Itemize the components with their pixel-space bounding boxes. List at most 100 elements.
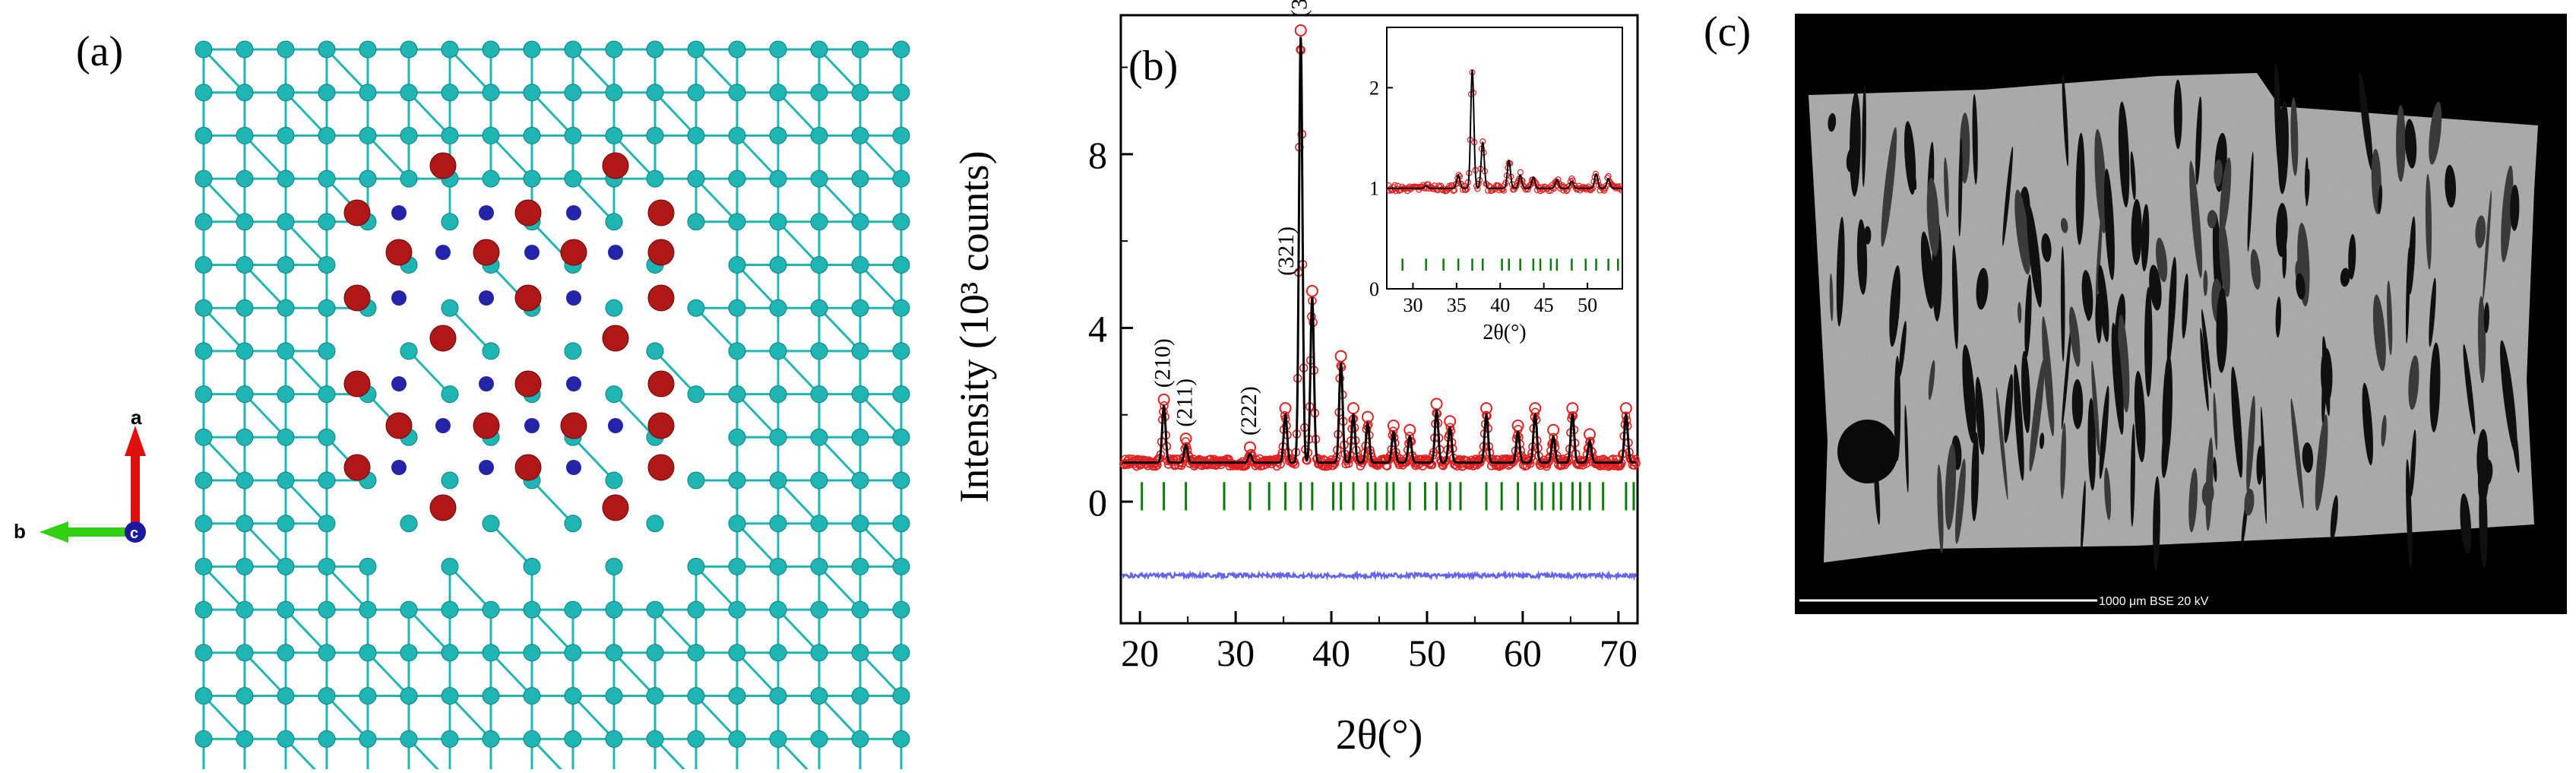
pore xyxy=(2282,237,2287,279)
framework-bond xyxy=(202,695,246,740)
framework-bond xyxy=(284,350,328,395)
inset-observed-point xyxy=(1546,184,1553,191)
pore xyxy=(1972,93,1978,185)
pore xyxy=(2094,128,2107,233)
framework-atom xyxy=(851,40,869,59)
framework-atom xyxy=(441,385,459,404)
observed-peak-point xyxy=(1244,441,1256,454)
large-atom xyxy=(514,370,542,398)
pore xyxy=(2149,265,2162,311)
framework-atom xyxy=(769,515,787,533)
inset-calculated-series xyxy=(1388,69,1622,189)
large-atom xyxy=(473,412,500,439)
pore xyxy=(2004,374,2014,444)
framework-atom xyxy=(482,644,500,662)
framework-atom xyxy=(646,169,664,188)
framework-atom xyxy=(564,644,582,662)
framework-atom xyxy=(851,471,869,489)
framework-bond xyxy=(777,738,812,773)
pore xyxy=(2201,309,2212,389)
pore xyxy=(2156,237,2168,283)
framework-atom xyxy=(195,557,213,575)
framework-atom xyxy=(892,256,910,274)
framework-atom xyxy=(646,687,664,705)
framework-atom xyxy=(892,600,910,619)
framework-atom xyxy=(728,687,746,705)
pore xyxy=(2501,165,2514,262)
framework-atom xyxy=(728,213,746,231)
framework-atom xyxy=(851,515,869,533)
x-tick-label: 40 xyxy=(1312,632,1350,674)
y-tick-label: 8 xyxy=(1088,134,1107,176)
framework-atom xyxy=(892,385,910,404)
inset-y-tick-label: 0 xyxy=(1369,278,1379,300)
framework-atom xyxy=(523,40,541,59)
framework-atom xyxy=(277,600,295,619)
framework-atom xyxy=(482,515,500,533)
framework-atom xyxy=(236,84,254,102)
small-atom xyxy=(524,245,540,260)
framework-bond xyxy=(653,91,698,137)
framework-atom xyxy=(564,600,582,619)
small-atom xyxy=(608,418,623,433)
pore xyxy=(1881,127,1897,247)
framework-atom xyxy=(687,385,705,404)
framework-atom xyxy=(769,600,787,619)
framework-atom xyxy=(236,515,254,533)
peak-label: (222) xyxy=(1236,386,1261,436)
pore xyxy=(1928,360,1935,401)
framework-atom xyxy=(400,687,418,705)
framework-bond xyxy=(448,307,492,352)
framework-atom xyxy=(728,600,746,619)
framework-atom xyxy=(728,40,746,59)
framework-atom xyxy=(564,126,582,144)
framework-atom xyxy=(646,342,664,360)
small-atom xyxy=(566,205,581,220)
large-atom xyxy=(647,239,675,266)
framework-atom xyxy=(277,256,295,274)
framework-bond xyxy=(818,48,862,93)
framework-atom xyxy=(769,126,787,144)
framework-atom xyxy=(400,84,418,102)
x-tick-label: 50 xyxy=(1408,632,1446,674)
inset-observed-point xyxy=(1586,185,1593,192)
framework-atom xyxy=(277,126,295,144)
pore xyxy=(2297,241,2301,265)
pore xyxy=(2111,322,2124,435)
framework-bond xyxy=(284,609,328,654)
pore xyxy=(2188,467,2198,533)
framework-atom xyxy=(318,687,336,705)
framework-atom xyxy=(277,428,295,446)
pore xyxy=(1920,231,1935,309)
pore xyxy=(2256,445,2264,485)
pore xyxy=(2039,432,2045,449)
framework-bond xyxy=(695,695,739,740)
pore xyxy=(2042,316,2055,437)
framework-atom xyxy=(400,40,418,59)
framework-atom xyxy=(195,40,213,59)
small-atom xyxy=(566,290,581,306)
pore xyxy=(2500,340,2517,455)
framework-atom xyxy=(236,256,254,274)
framework-bond xyxy=(736,393,780,439)
pore xyxy=(2387,280,2393,356)
small-atom xyxy=(479,460,494,475)
framework-atom xyxy=(605,40,623,59)
framework-bond xyxy=(243,651,287,697)
framework-atom xyxy=(482,687,500,705)
framework-atom xyxy=(359,40,377,59)
axis-b-label: b xyxy=(14,520,26,543)
pore xyxy=(2189,160,2203,278)
pore xyxy=(2445,164,2457,208)
pore xyxy=(1971,432,1979,521)
small-atom xyxy=(479,205,494,220)
framework-bond xyxy=(202,436,246,482)
framework-atom xyxy=(195,299,213,317)
y-axis-title: Intensity (10³ counts) xyxy=(951,150,997,502)
framework-atom xyxy=(564,730,582,748)
inset-observed-point xyxy=(1492,185,1498,193)
pore xyxy=(2153,476,2160,572)
framework-atom xyxy=(728,169,746,188)
framework-atom xyxy=(318,169,336,188)
